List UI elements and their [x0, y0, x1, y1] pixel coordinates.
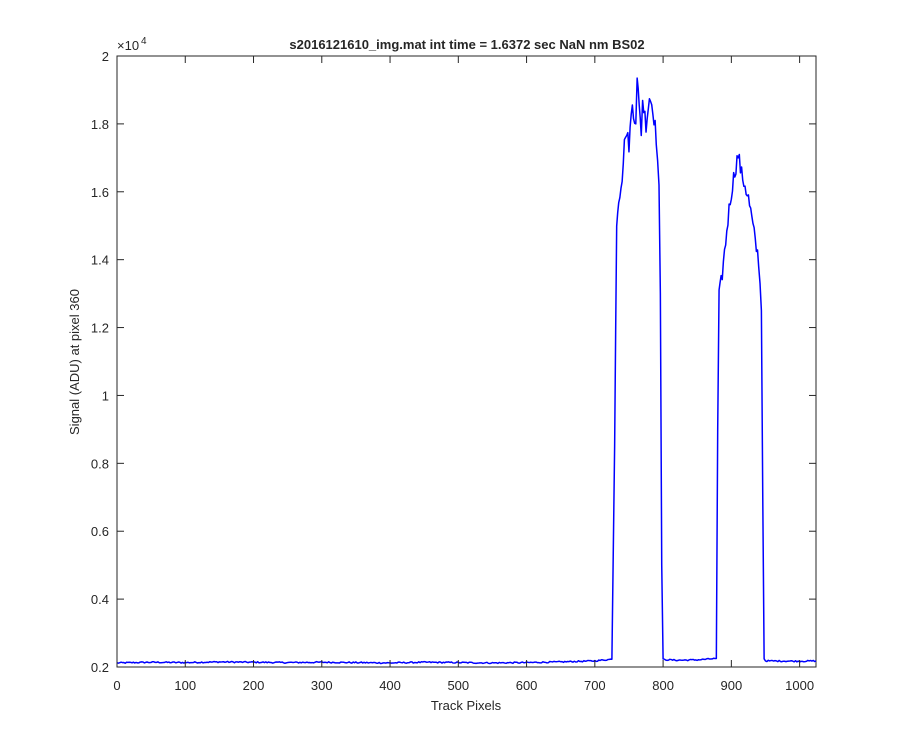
- y-tick-label: 1.6: [91, 185, 109, 200]
- x-tick-label: 300: [311, 678, 333, 693]
- x-tick-label: 700: [584, 678, 606, 693]
- y-exponent-power: 4: [141, 36, 147, 47]
- y-tick-label: 1.8: [91, 117, 109, 132]
- x-tick-label: 100: [174, 678, 196, 693]
- x-tick-label: 1000: [785, 678, 814, 693]
- y-exponent-base: ×10: [117, 38, 139, 53]
- x-tick-label: 900: [721, 678, 743, 693]
- y-axis: 0.2 0.4 0.6 0.8 1 1.2 1.4 1.6 1.8 2: [91, 49, 816, 675]
- x-axis: 0 100 200 300 400 500 600 700 800 900 1000: [113, 56, 814, 693]
- x-tick-label: 500: [447, 678, 469, 693]
- y-tick-label: 2: [102, 49, 109, 64]
- series-line: [116, 77, 817, 665]
- y-tick-label: 1.2: [91, 321, 109, 336]
- y-tick-label: 1: [102, 388, 109, 403]
- y-axis-label: Signal (ADU) at pixel 360: [67, 289, 82, 435]
- plot-area: [116, 55, 817, 668]
- x-tick-label: 400: [379, 678, 401, 693]
- y-axis-exponent: ×10 4: [117, 36, 147, 53]
- y-tick-label: 0.6: [91, 524, 109, 539]
- y-tick-label: 0.8: [91, 456, 109, 471]
- x-axis-label: Track Pixels: [431, 698, 502, 713]
- x-tick-label: 0: [113, 678, 120, 693]
- y-tick-label: 1.4: [91, 253, 109, 268]
- x-tick-label: 600: [516, 678, 538, 693]
- axes-box: [116, 55, 817, 668]
- y-tick-label: 0.4: [91, 592, 109, 607]
- y-tick-label: 0.2: [91, 660, 109, 675]
- chart-title: s2016121610_img.mat int time = 1.6372 se…: [289, 37, 644, 52]
- x-tick-label: 800: [652, 678, 674, 693]
- x-tick-label: 200: [243, 678, 265, 693]
